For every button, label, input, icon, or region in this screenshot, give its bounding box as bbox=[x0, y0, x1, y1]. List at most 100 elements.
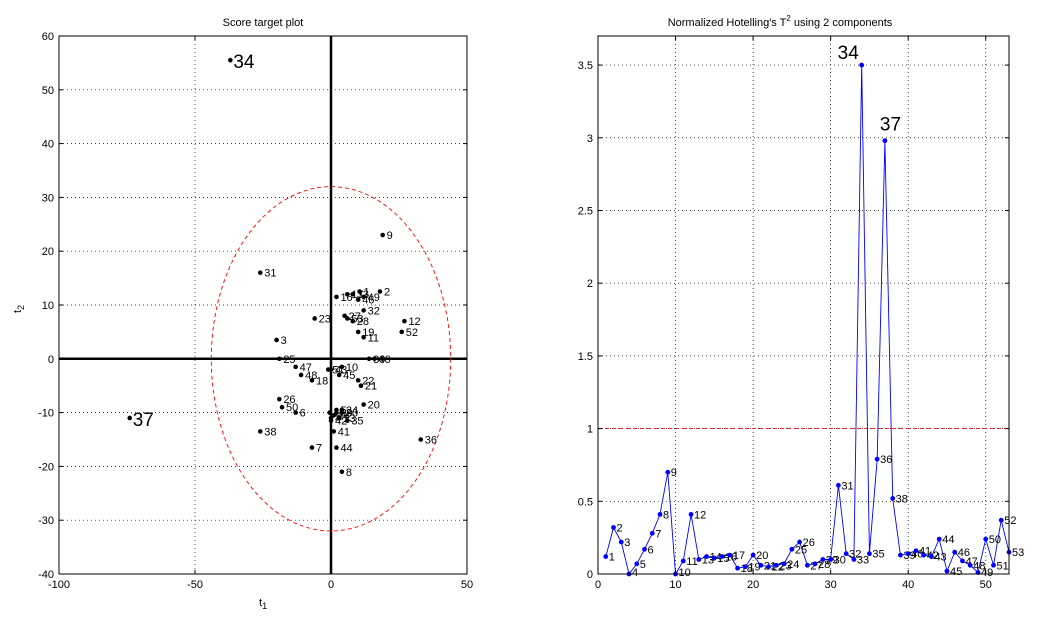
point-45 bbox=[336, 372, 342, 378]
series-point-42 bbox=[921, 552, 927, 558]
series-point-2 bbox=[611, 525, 616, 530]
left-chart-title: Score target plot bbox=[223, 17, 304, 29]
point-37 bbox=[127, 415, 133, 421]
series-point-19 bbox=[742, 564, 748, 570]
point-51 bbox=[325, 367, 331, 372]
right-x-tick-label: 40 bbox=[902, 579, 914, 591]
series-point-46 bbox=[952, 549, 958, 555]
point-label-18: 18 bbox=[316, 375, 328, 387]
right-series: 1234567891011121314151617181920212223242… bbox=[603, 43, 1024, 579]
series-point-50 bbox=[983, 536, 989, 542]
point-label-6: 6 bbox=[300, 408, 306, 420]
right-y-tick-label: 3 bbox=[587, 133, 593, 145]
series-point-13 bbox=[696, 557, 702, 562]
left-confidence-ellipse-group bbox=[210, 186, 452, 532]
point-2 bbox=[377, 289, 383, 294]
point-35 bbox=[345, 418, 350, 423]
series-point-16 bbox=[719, 554, 725, 559]
point-label-50: 50 bbox=[286, 402, 298, 414]
point-33 bbox=[350, 291, 356, 297]
point-label-44: 44 bbox=[340, 443, 352, 455]
point-label-22: 22 bbox=[362, 375, 374, 387]
series-label-50: 50 bbox=[989, 534, 1001, 546]
series-point-18 bbox=[735, 565, 740, 571]
point-11 bbox=[361, 334, 366, 340]
point-label-9: 9 bbox=[387, 230, 393, 242]
right-y-tick-label: 0.5 bbox=[578, 496, 593, 508]
right-x-tick-label: 50 bbox=[980, 579, 992, 591]
series-label-24: 24 bbox=[787, 559, 799, 571]
point-38 bbox=[257, 429, 263, 434]
point-52 bbox=[399, 329, 405, 335]
right-grid bbox=[598, 36, 1009, 574]
series-point-22 bbox=[766, 564, 772, 570]
point-label-24: 24 bbox=[346, 405, 358, 417]
point-34 bbox=[228, 57, 233, 63]
point-49 bbox=[361, 294, 366, 300]
point-46 bbox=[355, 297, 361, 302]
point-label-26: 26 bbox=[283, 394, 295, 406]
series-label-6: 6 bbox=[648, 544, 654, 556]
right-y-tick-label: 1.5 bbox=[578, 351, 593, 363]
series-point-14 bbox=[704, 554, 709, 559]
point-label-30: 30 bbox=[346, 408, 358, 420]
point-label-25: 25 bbox=[283, 354, 295, 366]
left-y-tick-label: 30 bbox=[42, 192, 54, 204]
point-26 bbox=[277, 396, 282, 402]
point-53 bbox=[345, 316, 350, 321]
point-label-41: 41 bbox=[338, 426, 350, 438]
left-y-tick-label: 0 bbox=[48, 354, 54, 366]
series-point-28 bbox=[812, 561, 818, 567]
series-point-24 bbox=[781, 561, 787, 567]
series-point-30 bbox=[828, 557, 834, 562]
series-point-35 bbox=[867, 551, 872, 557]
right-x-tick-label: 20 bbox=[747, 579, 759, 591]
left-y-tick-label: 40 bbox=[42, 139, 54, 151]
series-point-1 bbox=[603, 554, 609, 559]
series-point-7 bbox=[649, 530, 655, 536]
series-label-9: 9 bbox=[671, 467, 677, 479]
left-xlabel: t1 bbox=[259, 597, 267, 611]
series-point-39 bbox=[898, 552, 903, 558]
series-label-30: 30 bbox=[834, 554, 846, 566]
right-ticks: 0 10 20 30 40 50 0 0.5 1 1.5 2 2.5 3 3.5 bbox=[578, 36, 1009, 591]
series-point-15 bbox=[711, 555, 717, 561]
point-label-53: 53 bbox=[351, 313, 363, 325]
point-label-52: 52 bbox=[406, 327, 418, 339]
point-10 bbox=[339, 364, 345, 370]
point-label-29: 29 bbox=[340, 408, 352, 420]
series-point-31 bbox=[835, 482, 841, 488]
point-label-10: 10 bbox=[346, 362, 358, 374]
series-label-34: 34 bbox=[838, 43, 860, 64]
series-point-38 bbox=[890, 495, 896, 501]
series-label-12: 12 bbox=[694, 509, 706, 521]
series-point-34 bbox=[859, 62, 865, 68]
point-47 bbox=[293, 364, 298, 370]
left-y-tick-label: -20 bbox=[38, 461, 54, 473]
point-30 bbox=[339, 410, 345, 415]
series-label-17: 17 bbox=[733, 550, 745, 562]
point-3 bbox=[274, 337, 279, 343]
point-8 bbox=[339, 469, 345, 475]
series-point-33 bbox=[851, 557, 857, 562]
right-x-tick-label: 30 bbox=[825, 579, 837, 591]
point-50 bbox=[279, 404, 285, 410]
point-label-2: 2 bbox=[384, 287, 390, 299]
point-label-34: 34 bbox=[233, 52, 255, 73]
series-label-44: 44 bbox=[942, 534, 954, 546]
point-label-36: 36 bbox=[425, 435, 437, 447]
series-point-26 bbox=[797, 539, 803, 545]
right-y-tick-label: 1 bbox=[587, 424, 593, 436]
series-point-23 bbox=[773, 562, 779, 568]
series-label-33: 33 bbox=[857, 554, 869, 566]
series-label-53: 53 bbox=[1012, 547, 1024, 559]
series-label-20: 20 bbox=[756, 550, 768, 562]
right-chart-title: Normalized Hotelling's T2 using 2 compone… bbox=[668, 14, 893, 29]
series-label-45: 45 bbox=[950, 566, 962, 578]
right-y-tick-label: 2 bbox=[587, 278, 593, 290]
point-label-17: 17 bbox=[351, 289, 363, 301]
hotelling-plot: Normalized Hotelling's T2 using 2 compone… bbox=[578, 14, 1025, 591]
series-point-21 bbox=[758, 562, 764, 568]
point-39 bbox=[366, 356, 372, 362]
series-label-3: 3 bbox=[624, 537, 630, 549]
